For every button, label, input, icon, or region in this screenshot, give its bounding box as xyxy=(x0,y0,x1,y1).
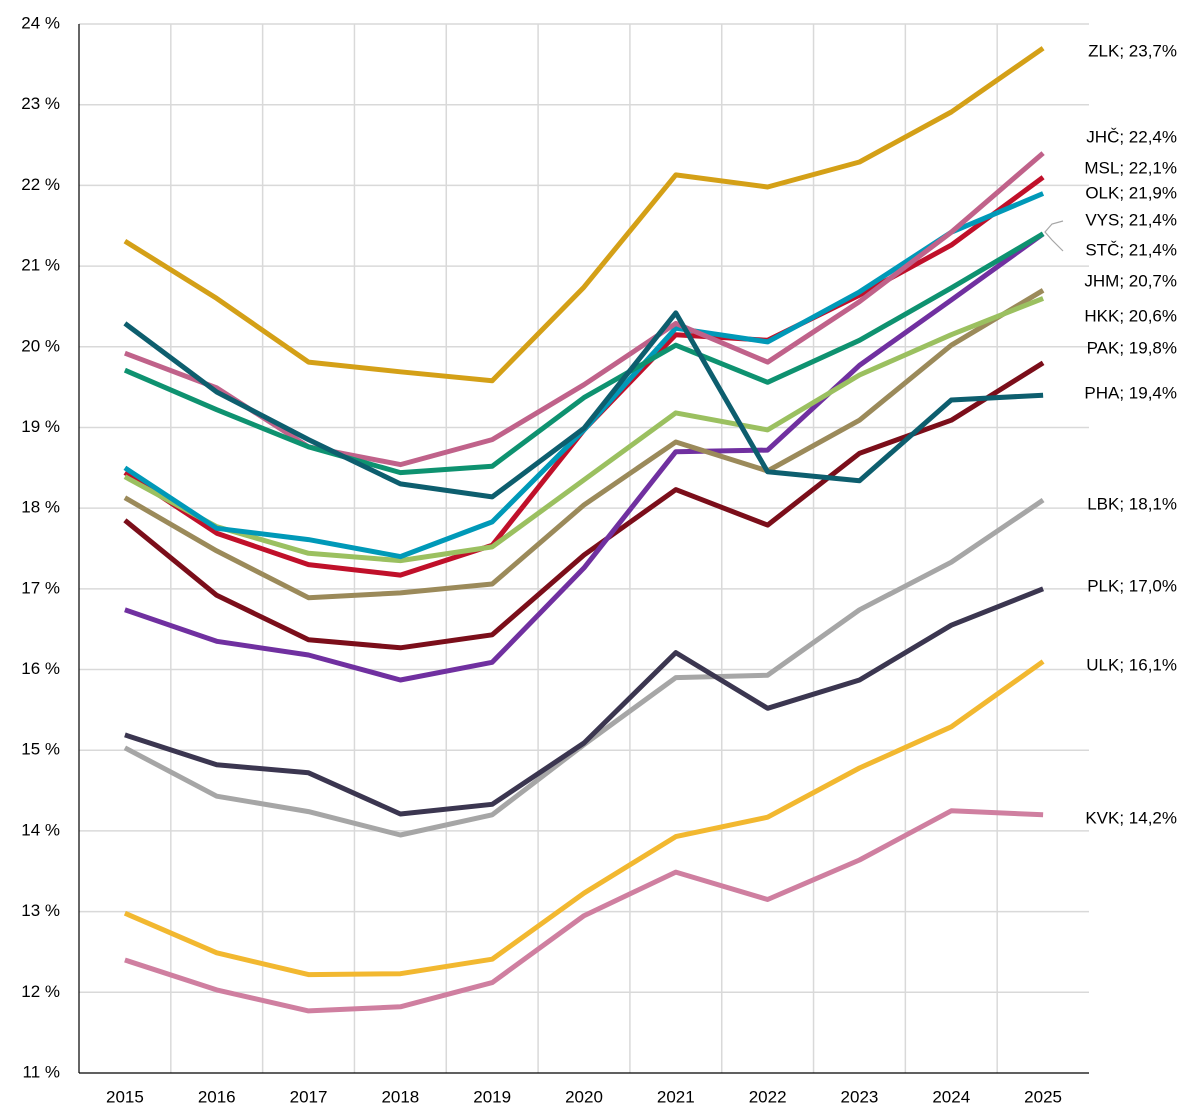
y-tick-label: 15 % xyxy=(21,740,60,759)
end-label: ZLK; 23,7% xyxy=(1088,41,1177,60)
lines xyxy=(123,46,1045,1014)
end-label: JHM; 20,7% xyxy=(1084,271,1177,290)
x-tick-label: 2017 xyxy=(290,1087,328,1106)
end-label: HKK; 20,6% xyxy=(1084,306,1177,325)
end-label: STČ; 21,4% xyxy=(1085,240,1177,259)
end-label: PLK; 17,0% xyxy=(1087,576,1177,595)
end-label: PHA; 19,4% xyxy=(1084,383,1177,402)
y-tick-label: 20 % xyxy=(21,336,60,355)
y-tick-label: 21 % xyxy=(21,256,60,275)
y-tick-label: 13 % xyxy=(21,901,60,920)
y-tick-label: 17 % xyxy=(21,578,60,597)
y-tick-label: 18 % xyxy=(21,498,60,517)
series-line xyxy=(123,46,1045,384)
x-tick-label: 2018 xyxy=(381,1087,419,1106)
end-label: MSL; 22,1% xyxy=(1084,158,1177,177)
x-tick-label: 2020 xyxy=(565,1087,603,1106)
end-label: LBK; 18,1% xyxy=(1087,494,1177,513)
end-label: PAK; 19,8% xyxy=(1087,338,1177,357)
end-label: JHČ; 22,4% xyxy=(1086,127,1177,146)
y-tick-label: 16 % xyxy=(21,659,60,678)
series-line xyxy=(123,659,1045,978)
y-tick-label: 24 % xyxy=(21,13,60,32)
x-tick-label: 2023 xyxy=(841,1087,879,1106)
x-tick-label: 2015 xyxy=(106,1087,144,1106)
series-line xyxy=(124,586,1045,817)
y-tick-label: 14 % xyxy=(21,820,60,839)
series-line xyxy=(123,296,1045,564)
x-tick-label: 2024 xyxy=(932,1087,970,1106)
end-label: OLK; 21,9% xyxy=(1085,183,1177,202)
series-line xyxy=(124,151,1045,468)
series-line xyxy=(124,231,1045,683)
series-line xyxy=(123,310,1044,500)
y-tick-label: 22 % xyxy=(21,175,60,194)
x-tick-label: 2021 xyxy=(657,1087,695,1106)
x-tick-label: 2022 xyxy=(749,1087,787,1106)
grid xyxy=(79,23,1089,1073)
y-tick-label: 12 % xyxy=(21,982,60,1001)
label-connector xyxy=(1044,220,1064,252)
y-tick-label: 23 % xyxy=(21,94,60,113)
y-tick-label: 19 % xyxy=(21,417,60,436)
end-label: ULK; 16,1% xyxy=(1086,655,1177,674)
series-line xyxy=(123,288,1045,601)
end-label: KVK; 14,2% xyxy=(1085,808,1177,827)
y-tick-label: 11 % xyxy=(23,1062,61,1081)
series-line xyxy=(123,360,1045,651)
end-label: VYS; 21,4% xyxy=(1085,210,1177,229)
series-line xyxy=(124,808,1044,1014)
x-tick-label: 2025 xyxy=(1024,1087,1062,1106)
x-tick-label: 2019 xyxy=(473,1087,511,1106)
series-line xyxy=(123,231,1045,476)
x-tick-label: 2016 xyxy=(198,1087,236,1106)
